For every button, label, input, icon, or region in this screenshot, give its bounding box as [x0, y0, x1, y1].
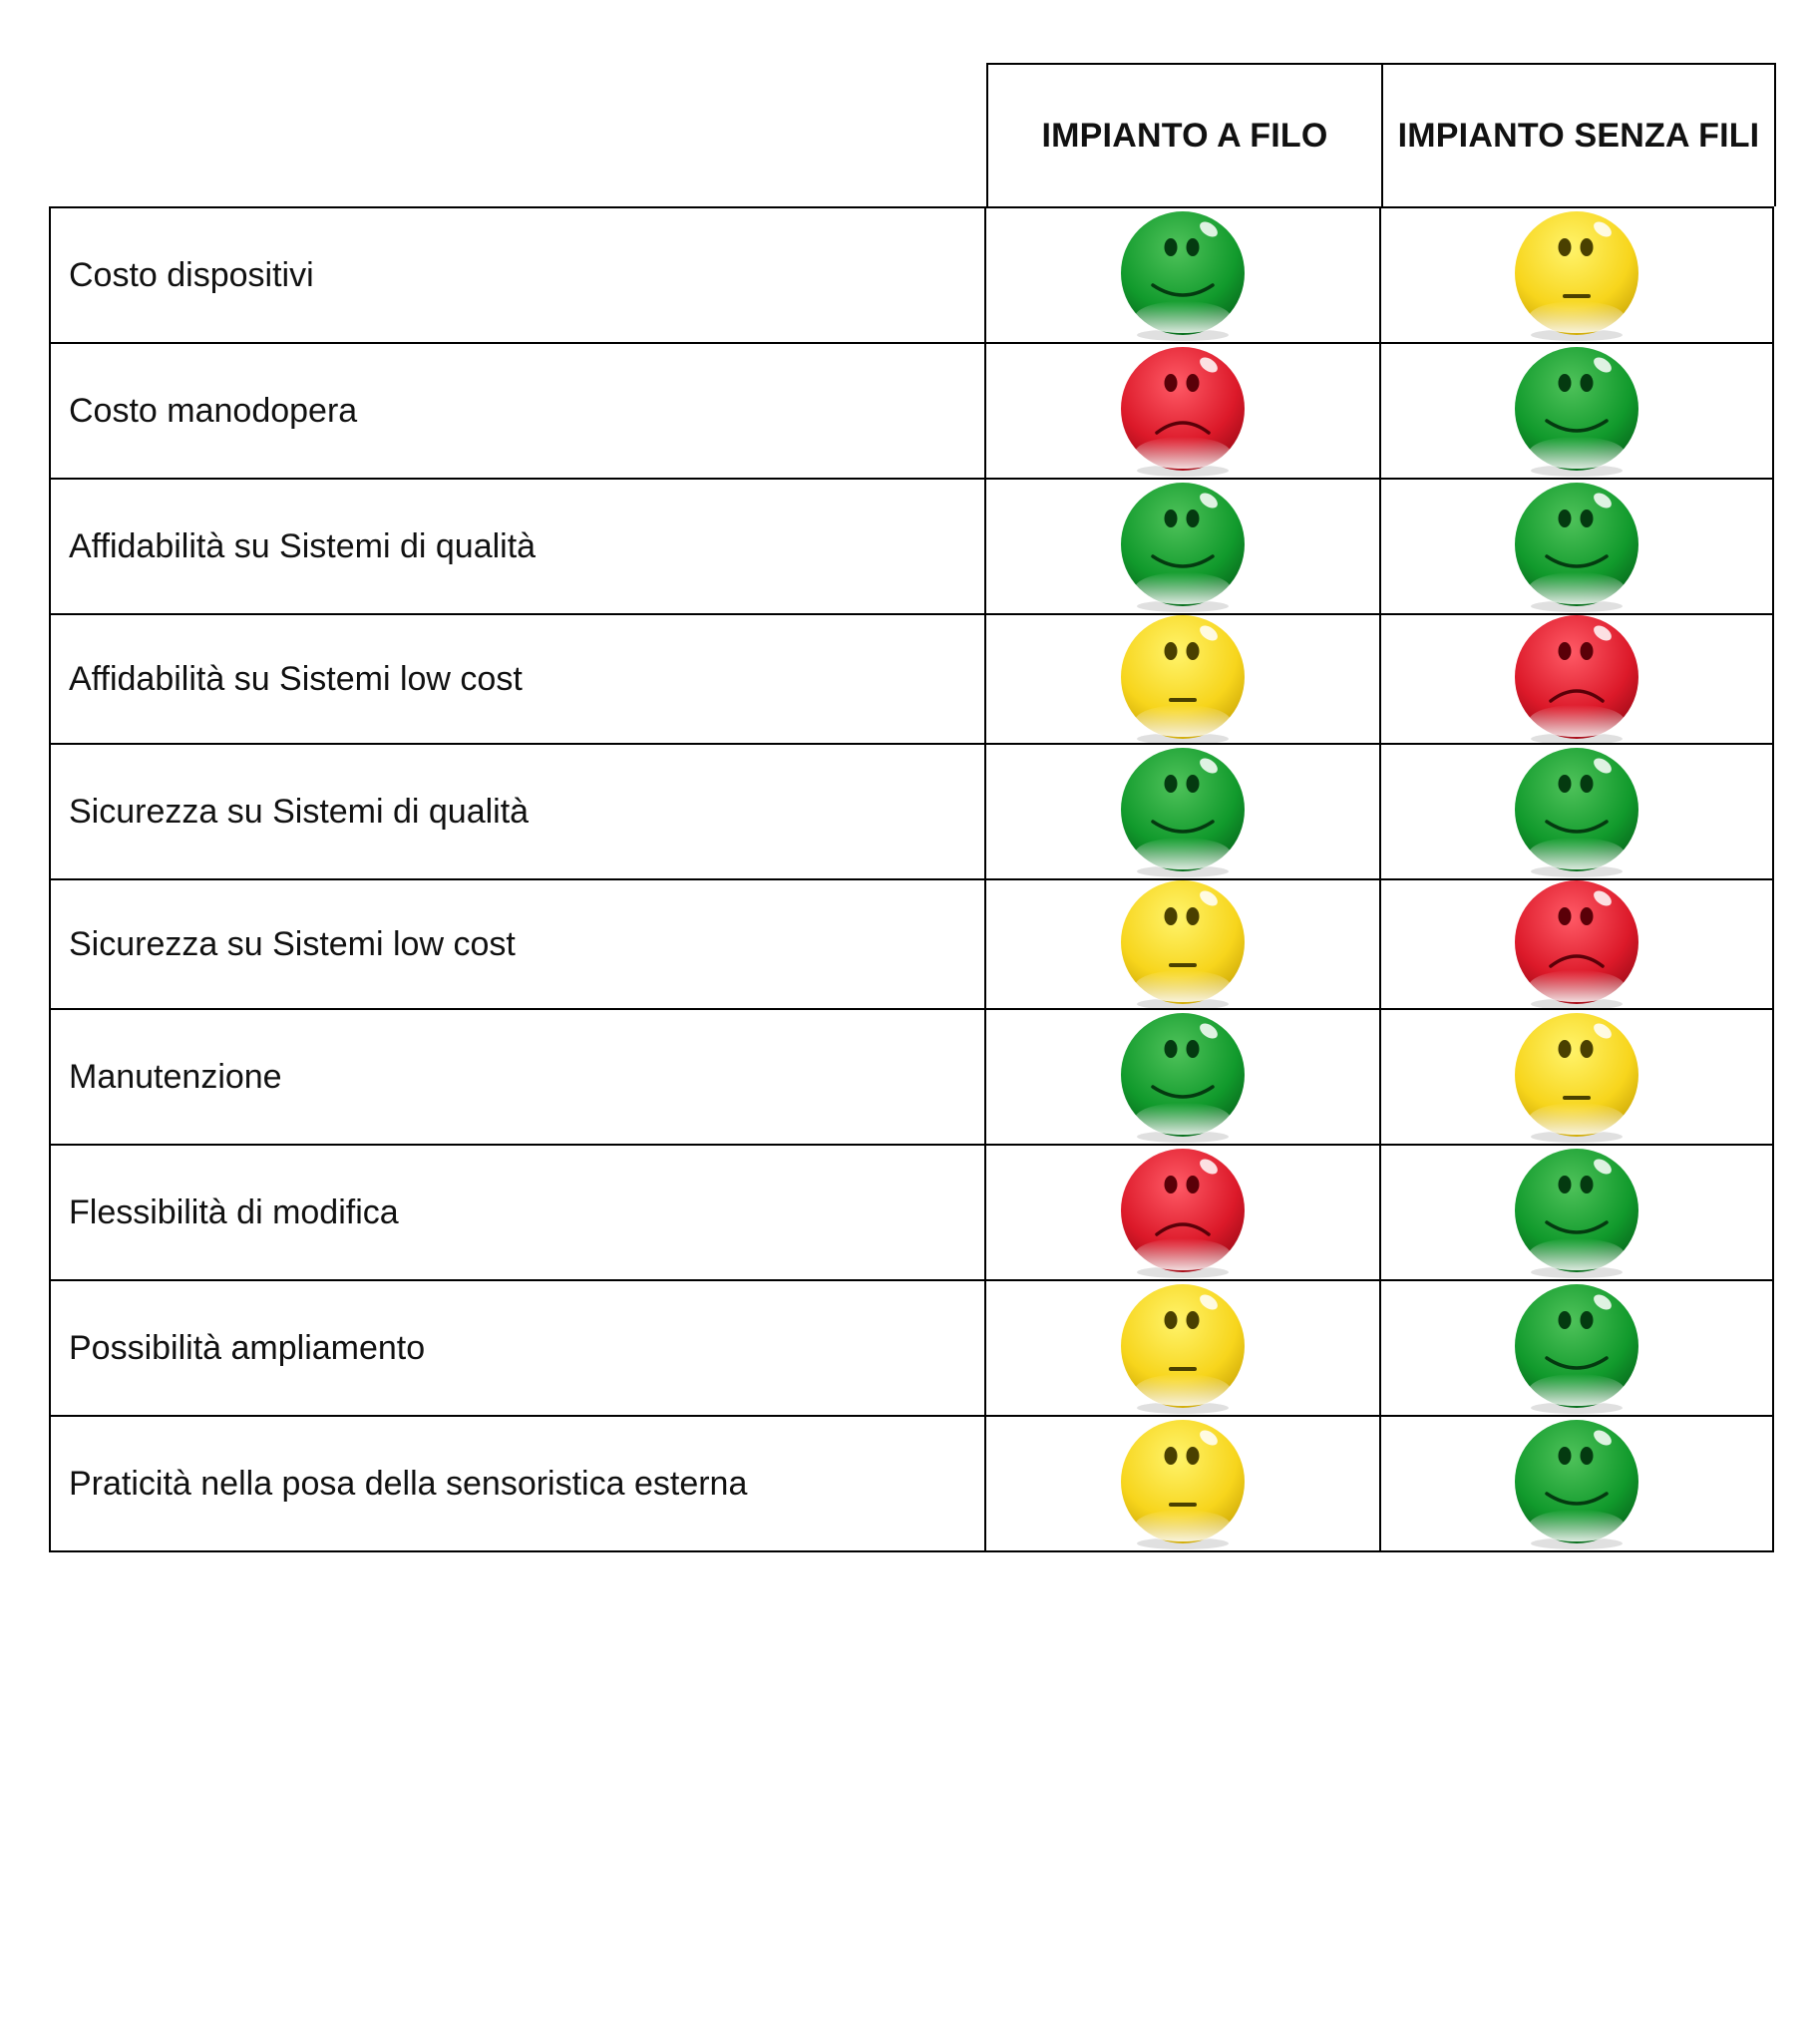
- rating-cell-wired: [986, 208, 1381, 342]
- table-row: Affidabilità su Sistemi low cost: [51, 615, 1772, 745]
- happy-face-icon: [1121, 748, 1245, 877]
- sad-face-icon: [1121, 1149, 1245, 1278]
- neutral-face-icon: [1121, 1284, 1245, 1414]
- rating-cell-wireless: [1381, 208, 1772, 342]
- sad-face-icon: [1515, 615, 1638, 745]
- happy-face-icon: [1515, 748, 1638, 877]
- table-row: Manutenzione: [51, 1010, 1772, 1146]
- rating-cell-wired: [986, 880, 1381, 1010]
- neutral-face-icon: [1515, 211, 1638, 341]
- table-header: IMPIANTO A FILO IMPIANTO SENZA FILI: [49, 63, 1776, 206]
- rating-cell-wireless: [1381, 615, 1772, 745]
- rating-cell-wired: [986, 1281, 1381, 1415]
- rating-cell-wireless: [1381, 880, 1772, 1010]
- row-label: Manutenzione: [51, 1010, 986, 1144]
- row-label: Sicurezza su Sistemi di qualità: [51, 745, 986, 878]
- rating-cell-wireless: [1381, 480, 1772, 613]
- rating-cell-wired: [986, 1010, 1381, 1144]
- rating-cell-wireless: [1381, 745, 1772, 878]
- happy-face-icon: [1121, 483, 1245, 612]
- row-label: Costo manodopera: [51, 344, 986, 478]
- rating-cell-wired: [986, 344, 1381, 478]
- neutral-face-icon: [1121, 880, 1245, 1010]
- rating-cell-wired: [986, 615, 1381, 745]
- row-label: Costo dispositivi: [51, 208, 986, 342]
- row-label: Affidabilità su Sistemi di qualità: [51, 480, 986, 613]
- happy-face-icon: [1515, 483, 1638, 612]
- sad-face-icon: [1121, 347, 1245, 477]
- rating-cell-wired: [986, 1417, 1381, 1550]
- table-row: Sicurezza su Sistemi low cost: [51, 880, 1772, 1010]
- row-label: Possibilità ampliamento: [51, 1281, 986, 1415]
- neutral-face-icon: [1515, 1013, 1638, 1143]
- neutral-face-icon: [1121, 1420, 1245, 1549]
- rating-cell-wired: [986, 1146, 1381, 1279]
- row-label: Praticità nella posa della sensoristica …: [51, 1417, 986, 1550]
- rating-cell-wireless: [1381, 1417, 1772, 1550]
- rating-cell-wired: [986, 745, 1381, 878]
- column-header-wireless: IMPIANTO SENZA FILI: [1381, 63, 1776, 206]
- rating-cell-wired: [986, 480, 1381, 613]
- sad-face-icon: [1515, 880, 1638, 1010]
- table-row: Sicurezza su Sistemi di qualità: [51, 745, 1772, 880]
- row-label: Flessibilità di modifica: [51, 1146, 986, 1279]
- column-header-wired: IMPIANTO A FILO: [986, 63, 1381, 206]
- rating-cell-wireless: [1381, 1146, 1772, 1279]
- happy-face-icon: [1515, 1420, 1638, 1549]
- happy-face-icon: [1121, 211, 1245, 341]
- happy-face-icon: [1515, 1149, 1638, 1278]
- table-row: Affidabilità su Sistemi di qualità: [51, 480, 1772, 615]
- happy-face-icon: [1515, 347, 1638, 477]
- table-row: Flessibilità di modifica: [51, 1146, 1772, 1281]
- table-body: Costo dispositivi Costo manodopera Affidab…: [49, 206, 1774, 1552]
- rating-cell-wireless: [1381, 344, 1772, 478]
- happy-face-icon: [1121, 1013, 1245, 1143]
- row-label: Affidabilità su Sistemi low cost: [51, 615, 986, 743]
- table-row: Praticità nella posa della sensoristica …: [51, 1417, 1772, 1552]
- table-row: Possibilità ampliamento: [51, 1281, 1772, 1417]
- table-row: Costo manodopera: [51, 344, 1772, 480]
- comparison-table: IMPIANTO A FILO IMPIANTO SENZA FILI Cost…: [49, 63, 1776, 1552]
- neutral-face-icon: [1121, 615, 1245, 745]
- rating-cell-wireless: [1381, 1281, 1772, 1415]
- happy-face-icon: [1515, 1284, 1638, 1414]
- rating-cell-wireless: [1381, 1010, 1772, 1144]
- table-row: Costo dispositivi: [51, 208, 1772, 344]
- row-label: Sicurezza su Sistemi low cost: [51, 880, 986, 1008]
